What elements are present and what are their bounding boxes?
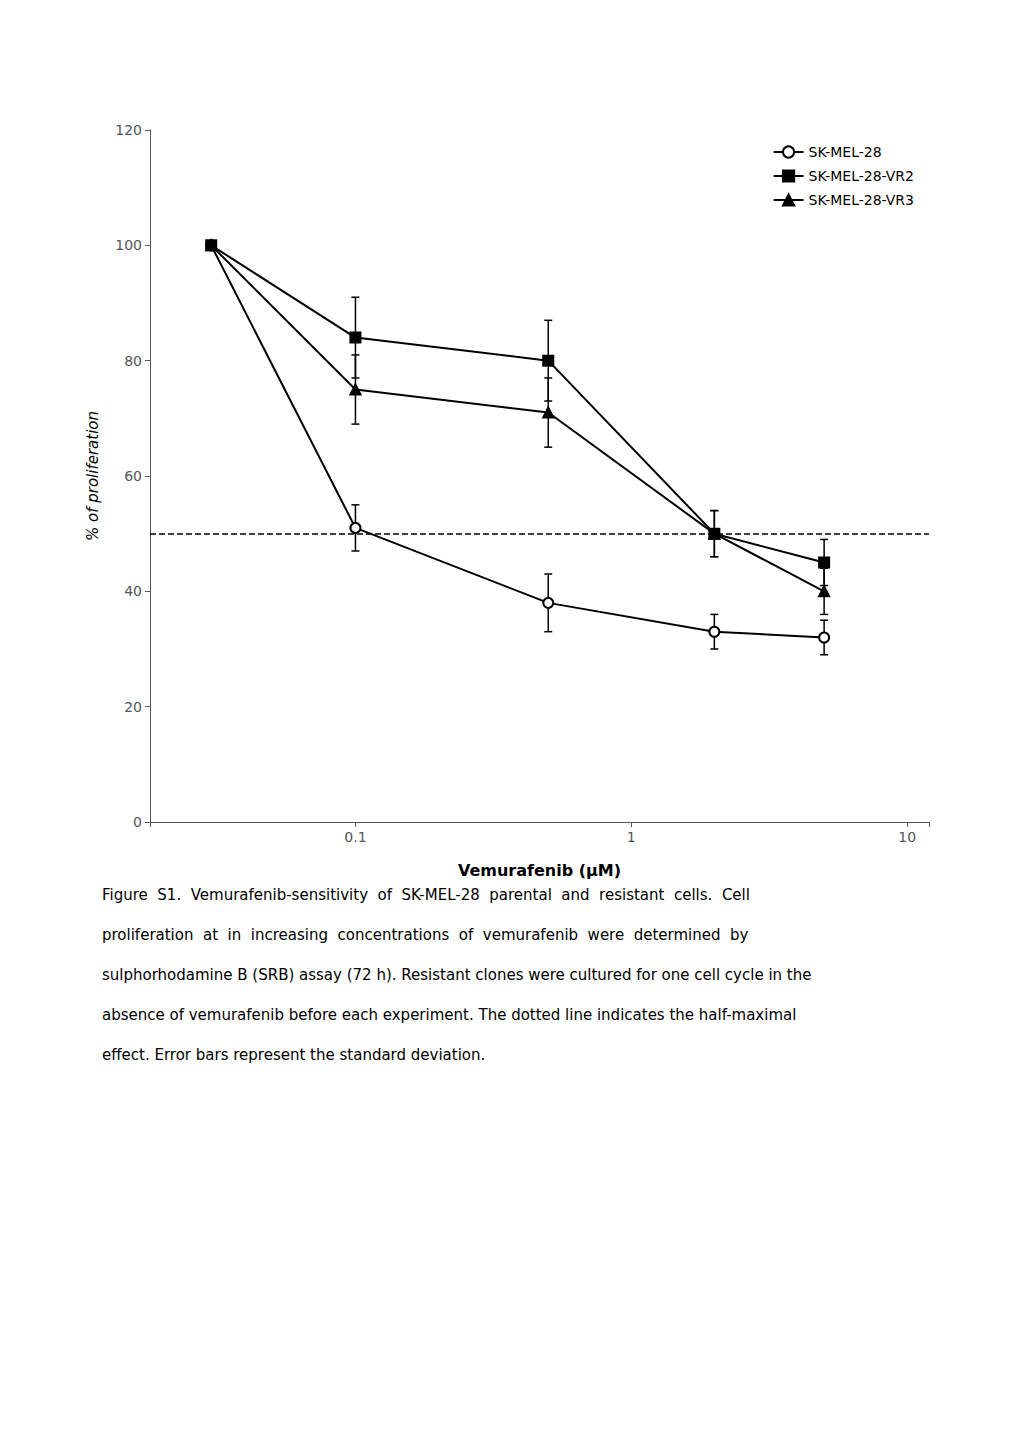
svg-text:120: 120: [115, 122, 142, 138]
svg-text:20: 20: [124, 699, 142, 715]
svg-text:sulphorhodamine B (SRB) assay: sulphorhodamine B (SRB) assay (72 h). Re…: [102, 966, 811, 984]
svg-text:Figure S1. Vemurafenib-sensi: Figure S1. Vemurafenib-sensitivity of SK…: [102, 886, 750, 904]
svg-text:0.1: 0.1: [344, 829, 366, 845]
svg-text:SK-MEL-28-VR2: SK-MEL-28-VR2: [809, 168, 914, 184]
svg-text:10: 10: [898, 829, 916, 845]
svg-text:effect. Error bars represent t: effect. Error bars represent the standar…: [102, 1046, 485, 1064]
svg-text:SK-MEL-28: SK-MEL-28: [809, 144, 882, 160]
svg-text:% of proliferation: % of proliferation: [84, 411, 102, 541]
svg-text:Vemurafenib (μM): Vemurafenib (μM): [458, 861, 621, 880]
svg-text:1: 1: [627, 829, 636, 845]
svg-text:SK-MEL-28-VR3: SK-MEL-28-VR3: [809, 192, 914, 208]
svg-text:60: 60: [124, 468, 142, 484]
svg-text:0: 0: [133, 814, 142, 830]
svg-text:40: 40: [124, 583, 142, 599]
svg-text:80: 80: [124, 353, 142, 369]
svg-text:absence of vemurafenib before: absence of vemurafenib before each exper…: [102, 1006, 796, 1024]
svg-text:proliferation at in increas: proliferation at in increasing concentra…: [102, 926, 749, 944]
svg-text:100: 100: [115, 237, 142, 253]
